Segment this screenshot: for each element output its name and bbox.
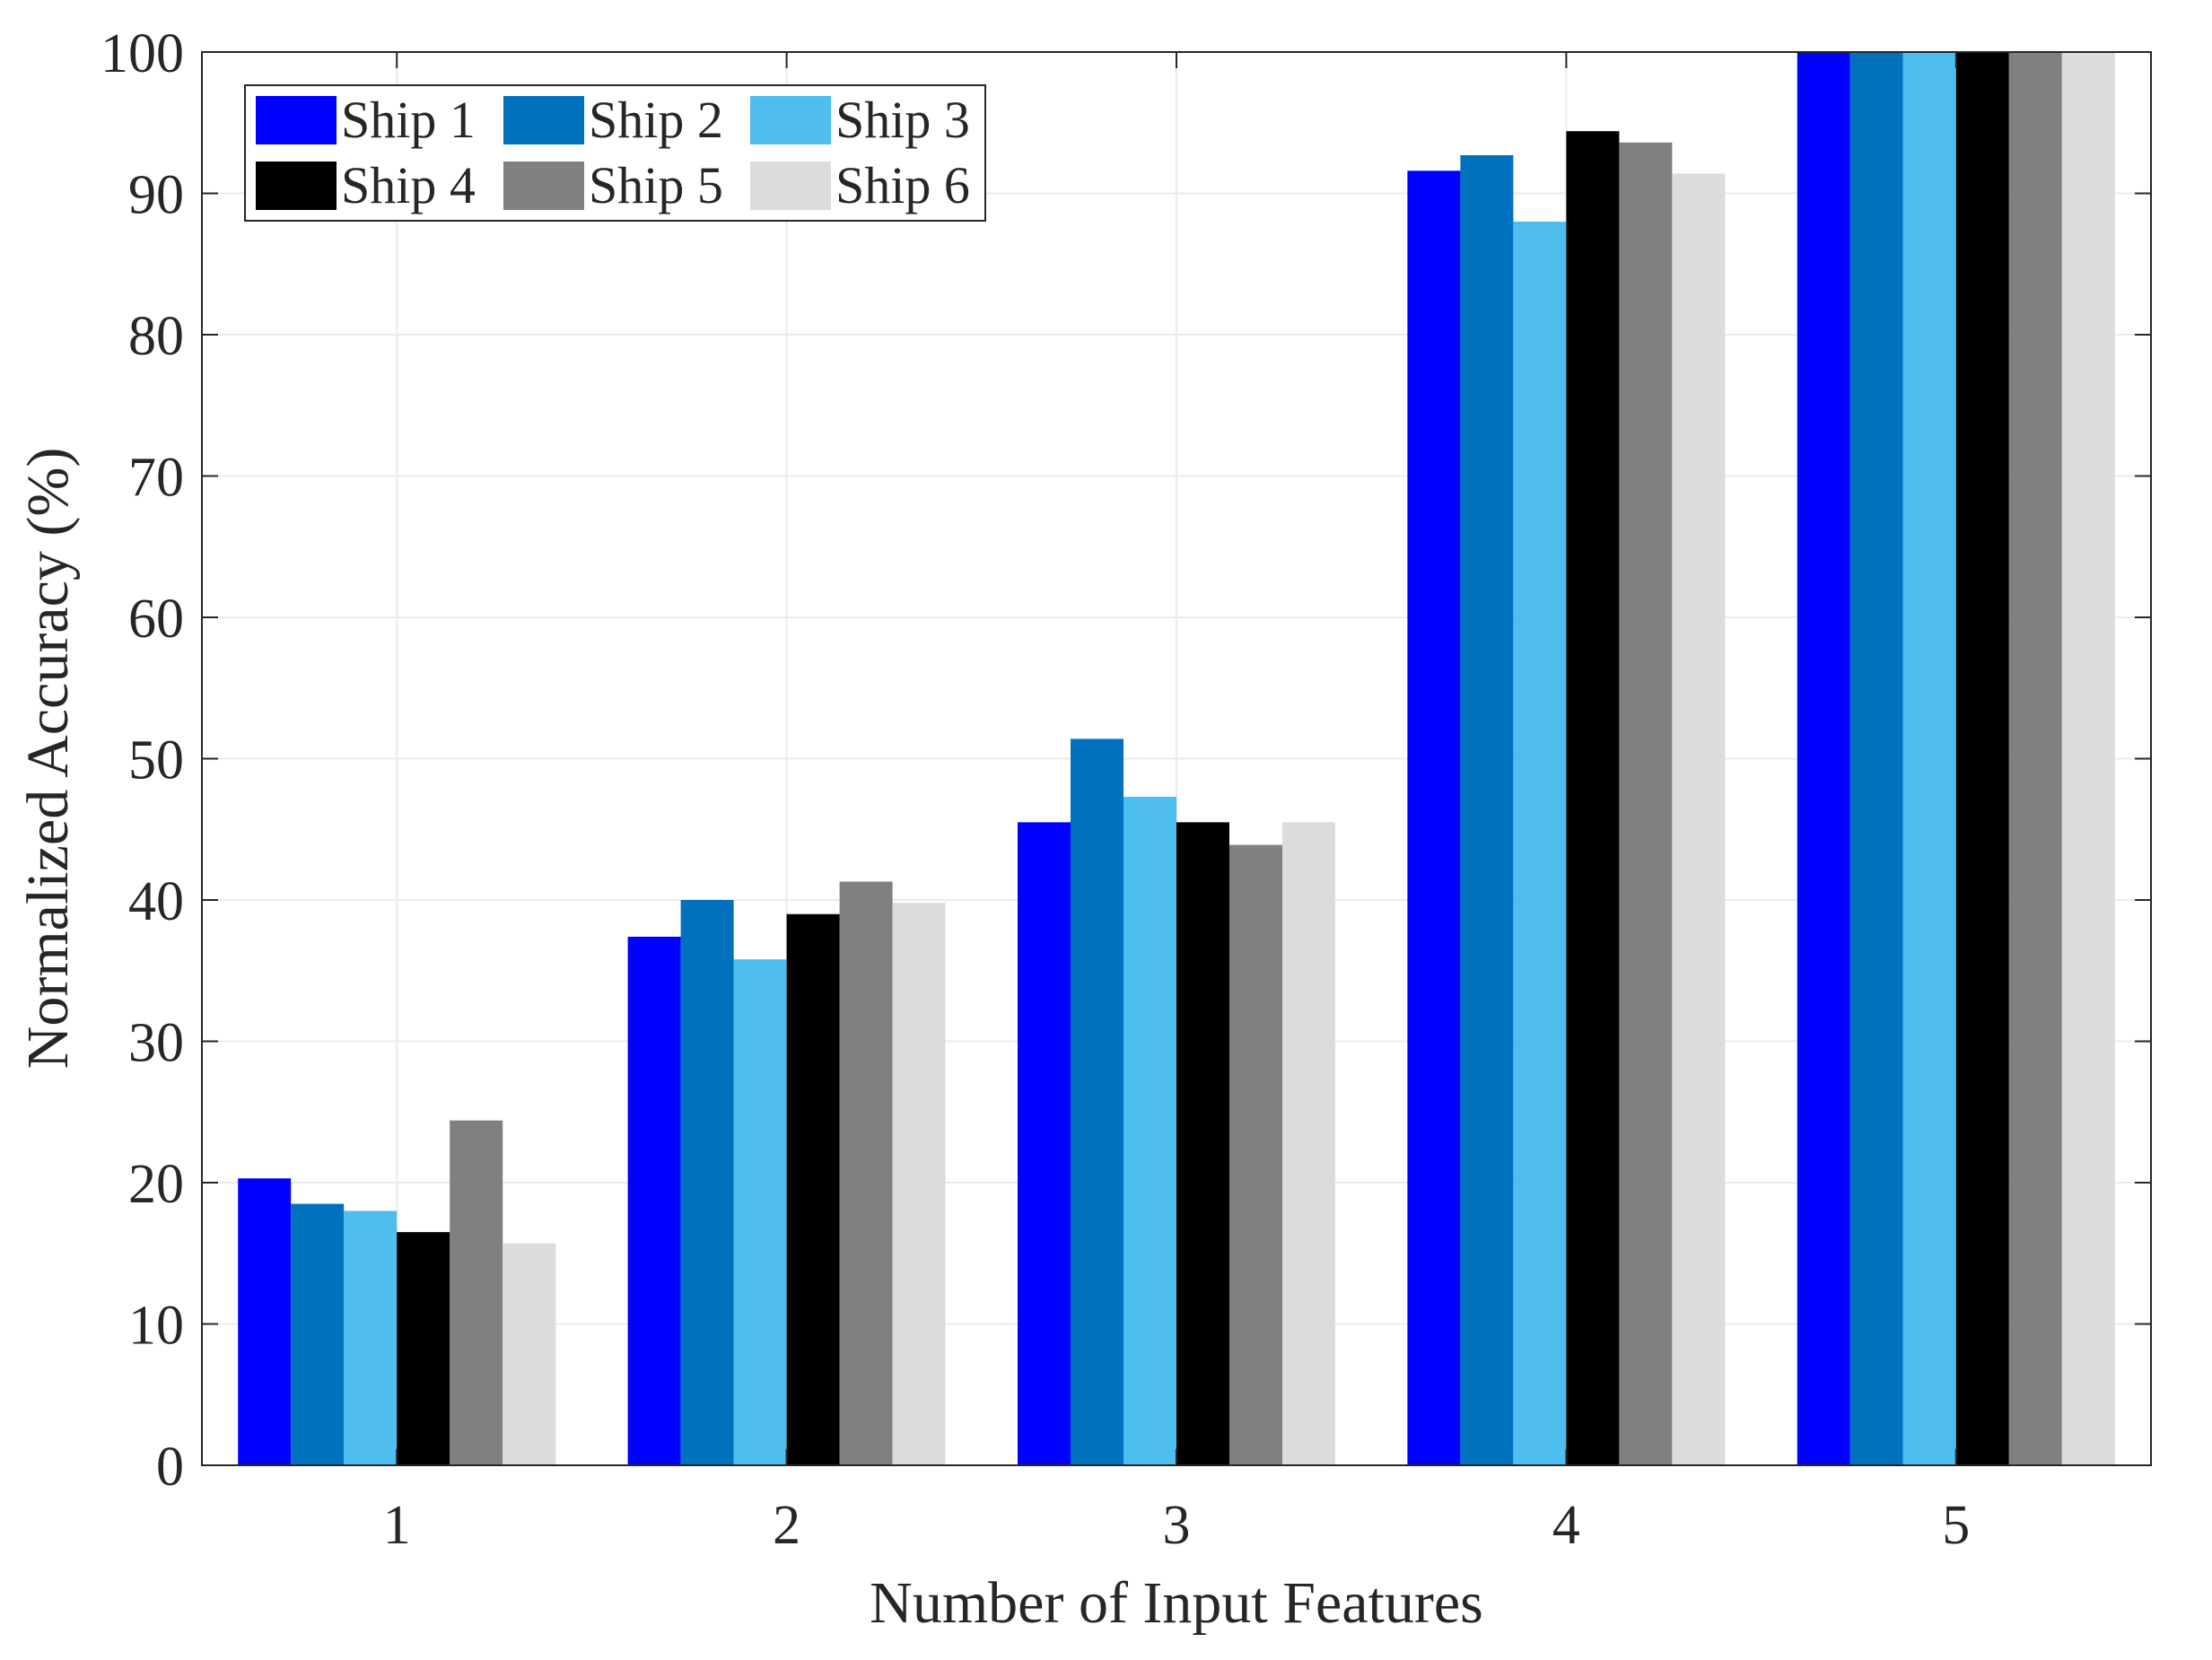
bar-ship-3-cat-4 bbox=[1513, 222, 1567, 1465]
bar-ship-5-cat-5 bbox=[2008, 52, 2062, 1465]
bar-ship-1-cat-4 bbox=[1407, 170, 1461, 1465]
y-tick-label: 0 bbox=[156, 1437, 184, 1498]
legend-swatch-ship-1 bbox=[256, 96, 337, 144]
bar-ship-2-cat-2 bbox=[680, 900, 734, 1465]
legend-swatch-ship-6 bbox=[750, 162, 831, 210]
x-tick-label: 1 bbox=[383, 1495, 411, 1556]
y-tick-label: 30 bbox=[128, 1013, 184, 1074]
bar-ship-5-cat-2 bbox=[839, 881, 893, 1465]
y-tick-label: 50 bbox=[128, 730, 184, 791]
bar-ship-4-cat-1 bbox=[397, 1232, 450, 1465]
y-tick-label: 20 bbox=[128, 1154, 184, 1215]
legend-swatch-ship-4 bbox=[256, 162, 337, 210]
legend-label-ship-4: Ship 4 bbox=[341, 156, 476, 214]
bar-ship-6-cat-2 bbox=[892, 903, 946, 1465]
x-tick-labels: 1 2 3 4 5 bbox=[383, 1495, 1971, 1556]
bar-ship-6-cat-1 bbox=[503, 1243, 556, 1465]
bar-ship-1-cat-2 bbox=[627, 936, 681, 1465]
bar-ship-3-cat-2 bbox=[733, 959, 787, 1465]
y-tick-label: 10 bbox=[128, 1296, 184, 1357]
bar-ship-6-cat-5 bbox=[2061, 52, 2115, 1465]
x-tick-label: 5 bbox=[1942, 1495, 1970, 1556]
y-tick-label: 90 bbox=[128, 165, 184, 226]
bar-ship-1-cat-5 bbox=[1797, 52, 1850, 1465]
bar-ship-1-cat-1 bbox=[238, 1178, 292, 1465]
x-tick-label: 4 bbox=[1552, 1495, 1580, 1556]
legend-swatch-ship-3 bbox=[750, 96, 831, 144]
bar-ship-3-cat-5 bbox=[1902, 52, 1956, 1465]
y-tick-label: 40 bbox=[128, 871, 184, 932]
bar-ship-3-cat-3 bbox=[1123, 797, 1176, 1465]
x-tick-label: 3 bbox=[1163, 1495, 1191, 1556]
legend-label-ship-5: Ship 5 bbox=[589, 156, 723, 214]
legend: Ship 1 Ship 2 Ship 3 Ship 4 Ship 5 Ship 6 bbox=[244, 84, 986, 222]
bar-ship-2-cat-4 bbox=[1460, 154, 1514, 1466]
bar-ship-6-cat-3 bbox=[1282, 822, 1335, 1465]
x-axis-label: Number of Input Features bbox=[870, 1570, 1483, 1636]
legend-label-ship-3: Ship 3 bbox=[835, 91, 970, 149]
legend-label-ship-2: Ship 2 bbox=[589, 91, 723, 149]
bar-ship-5-cat-3 bbox=[1229, 844, 1282, 1465]
legend-label-ship-6: Ship 6 bbox=[835, 156, 970, 214]
y-tick-labels: 0 10 20 30 40 50 60 70 80 90 100 bbox=[101, 23, 184, 1498]
bar-ship-5-cat-4 bbox=[1619, 142, 1673, 1465]
bar-ship-2-cat-3 bbox=[1071, 738, 1123, 1465]
bar-ship-6-cat-4 bbox=[1672, 173, 1726, 1466]
bar-ship-2-cat-1 bbox=[291, 1203, 345, 1465]
bar-ship-5-cat-1 bbox=[450, 1120, 503, 1465]
bar-ship-3-cat-1 bbox=[344, 1210, 398, 1465]
y-tick-label: 100 bbox=[101, 23, 184, 84]
bar-ship-2-cat-5 bbox=[1849, 52, 1903, 1465]
legend-label-ship-1: Ship 1 bbox=[341, 91, 476, 149]
y-tick-label: 80 bbox=[128, 306, 184, 367]
axis-ticks bbox=[202, 51, 2151, 1466]
bar-ship-4-cat-2 bbox=[786, 913, 840, 1465]
bar-ship-1-cat-3 bbox=[1018, 822, 1071, 1465]
legend-swatch-ship-5 bbox=[503, 162, 584, 210]
bar-ship-4-cat-3 bbox=[1176, 822, 1229, 1465]
x-tick-label: 2 bbox=[773, 1495, 800, 1556]
plot-area bbox=[201, 51, 2152, 1466]
y-tick-label: 60 bbox=[128, 589, 184, 650]
y-tick-label: 70 bbox=[128, 448, 184, 509]
bar-ship-4-cat-4 bbox=[1566, 131, 1620, 1466]
bars bbox=[238, 52, 2115, 1466]
legend-swatch-ship-2 bbox=[503, 96, 584, 144]
y-axis-label: Normalized Accuracy (%) bbox=[15, 448, 81, 1070]
legend-box bbox=[244, 84, 986, 222]
bar-ship-4-cat-5 bbox=[1955, 52, 2009, 1465]
